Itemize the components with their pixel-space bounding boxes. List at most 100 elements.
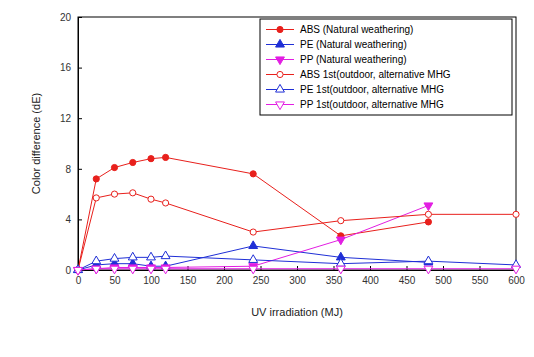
- data-point: [92, 256, 101, 264]
- legend-marker: [276, 102, 285, 110]
- data-point: [249, 266, 258, 274]
- y-tick-mark: [78, 118, 82, 119]
- data-point: [425, 219, 431, 225]
- data-point: [111, 164, 117, 170]
- data-point: [336, 266, 345, 274]
- x-tick-mark: [188, 266, 189, 270]
- series-line: [78, 193, 516, 270]
- series-markers: [74, 266, 521, 275]
- series-line: [78, 205, 428, 270]
- data-point: [250, 229, 256, 235]
- y-tick: 8: [65, 164, 82, 175]
- data-point: [74, 267, 83, 275]
- series-line: [78, 256, 516, 270]
- data-point: [338, 218, 344, 224]
- legend: ABS (Natural weathering) PE (Natural weat…: [260, 19, 512, 115]
- legend-label: PE 1st(outdoor, alternative MHG: [300, 84, 444, 95]
- series-line: [78, 157, 428, 270]
- x-tick-label: 150: [180, 275, 197, 286]
- x-tick-label: 300: [289, 275, 306, 286]
- x-tick-label: 200: [216, 275, 233, 286]
- y-tick-label: 0: [65, 265, 71, 276]
- data-point: [424, 203, 433, 211]
- x-tick-label: 100: [143, 275, 160, 286]
- legend-marker: [276, 84, 285, 92]
- data-point: [336, 259, 345, 267]
- x-tick-label: 500: [435, 275, 452, 286]
- legend-marker: [276, 39, 285, 47]
- x-tick-label: 250: [253, 275, 270, 286]
- data-point: [163, 200, 169, 206]
- y-axis-title: Color difference (dE): [30, 93, 42, 194]
- y-tick-label: 12: [60, 113, 72, 124]
- x-tick-label: 550: [472, 275, 489, 286]
- data-point: [163, 154, 169, 160]
- x-tick-mark: [407, 266, 408, 270]
- y-axis: 0 4 8 12 16 20: [60, 12, 82, 276]
- legend-marker: [277, 71, 283, 77]
- x-tick-mark: [297, 266, 298, 270]
- y-axis-line: [78, 18, 79, 271]
- x-tick-label: 600: [508, 275, 525, 286]
- data-point: [250, 171, 256, 177]
- y-tick-mark: [78, 169, 82, 170]
- x-tick-label: 0: [76, 275, 82, 286]
- data-point: [93, 176, 99, 182]
- data-point: [93, 195, 99, 201]
- y-tick: 12: [60, 113, 82, 124]
- y-tick-label: 16: [60, 62, 72, 73]
- y-tick: 4: [65, 214, 82, 225]
- data-point: [424, 266, 433, 274]
- y-tick-mark: [78, 68, 82, 69]
- series-markers: [75, 190, 519, 273]
- legend-label: PE (Natural weathering): [300, 39, 407, 50]
- data-point: [161, 251, 170, 259]
- data-point: [111, 191, 117, 197]
- data-point: [130, 159, 136, 165]
- legend-label: PP 1st(outdoor, alternative MHG: [300, 99, 444, 110]
- x-tick-mark: [334, 266, 335, 270]
- data-point: [424, 256, 433, 264]
- series-markers: [74, 251, 521, 273]
- data-point: [147, 252, 156, 260]
- data-point: [147, 266, 156, 274]
- data-point: [92, 266, 101, 274]
- legend-label: PP (Natural weathering): [300, 54, 407, 65]
- series-markers: [75, 154, 432, 273]
- y-tick: 0: [65, 265, 82, 276]
- data-point: [92, 266, 101, 274]
- plot: 0 50 100 150 200 250 300 350 400 450 500 550 600 0 4 8 1…: [60, 12, 525, 286]
- data-point: [148, 156, 154, 162]
- x-tick-label: 350: [326, 275, 343, 286]
- legend-box: [260, 19, 512, 115]
- x-tick-mark: [480, 266, 481, 270]
- data-point: [336, 237, 345, 245]
- y-tick-mark: [78, 219, 82, 220]
- data-point: [249, 255, 258, 263]
- data-point: [128, 266, 137, 274]
- x-axis-line: [79, 270, 517, 271]
- x-axis-title: UV irradiation (MJ): [251, 306, 343, 318]
- series-line: [78, 269, 516, 270]
- data-point: [249, 241, 258, 249]
- data-point: [148, 196, 154, 202]
- legend-label: ABS (Natural weathering): [300, 24, 413, 35]
- y-tick: 20: [60, 12, 82, 23]
- x-tick-label: 400: [362, 275, 379, 286]
- data-area: [74, 154, 521, 275]
- data-point: [513, 211, 519, 217]
- x-tick-mark: [261, 266, 262, 270]
- y-tick-label: 20: [60, 12, 72, 23]
- x-axis: 0 50 100 150 200 250 300 350 400 450 500 550 600: [76, 266, 526, 286]
- data-point: [161, 266, 170, 274]
- data-point: [128, 252, 137, 260]
- legend-marker: [277, 26, 283, 32]
- plot-frame: [78, 17, 516, 270]
- chart: 0 50 100 150 200 250 300 350 400 450 500 550 600 0 4 8 1…: [0, 0, 534, 357]
- x-tick-label: 50: [109, 275, 121, 286]
- x-tick-label: 450: [399, 275, 416, 286]
- data-point: [110, 253, 119, 261]
- y-tick-mark: [78, 17, 82, 18]
- legend-marker: [276, 57, 285, 65]
- data-point: [425, 211, 431, 217]
